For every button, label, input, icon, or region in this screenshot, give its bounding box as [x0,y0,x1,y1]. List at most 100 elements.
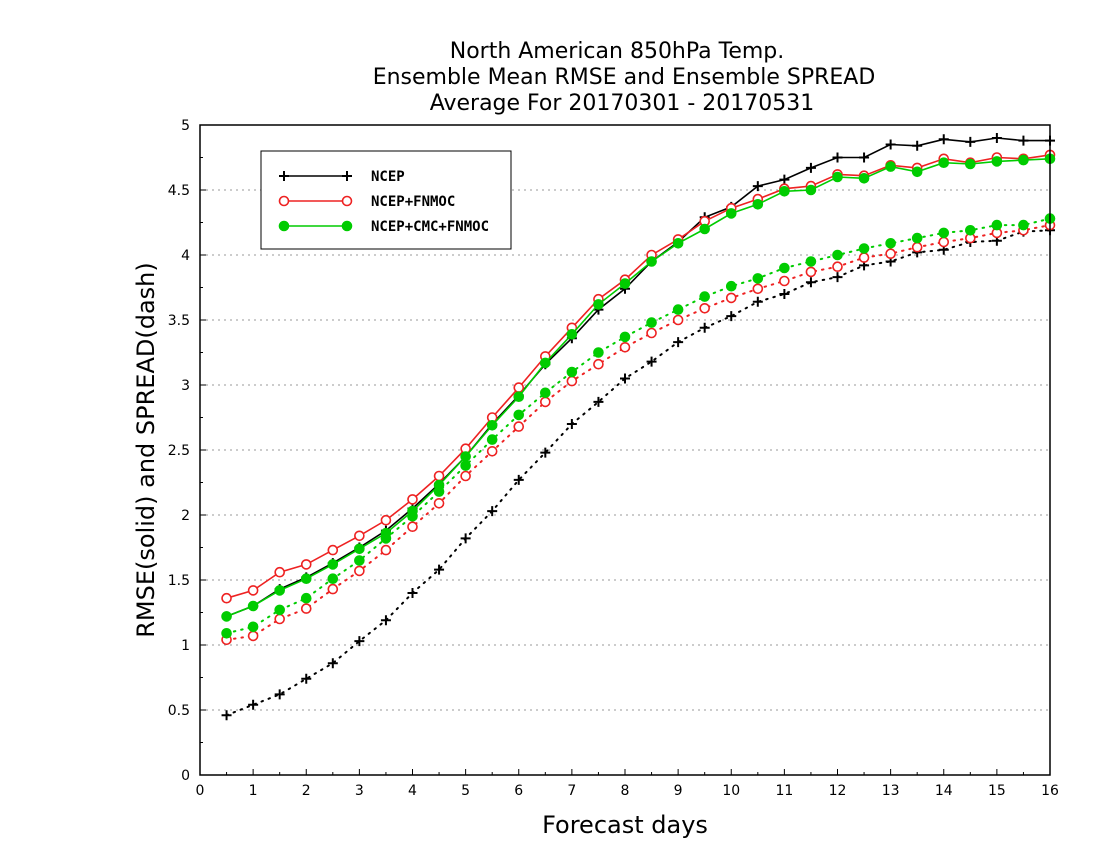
data-point [513,474,524,485]
x-tick-label: 15 [988,783,1006,799]
data-point [434,564,445,575]
x-tick-label: 0 [196,783,205,799]
data-point [726,311,737,322]
legend-marker [278,195,290,207]
data-point [1018,154,1029,166]
data-point [407,505,418,517]
data-point [221,628,232,639]
series-line-ncep-fnmoc-spread [225,224,1051,641]
data-point [725,292,737,304]
data-point [274,566,285,578]
data-point [274,604,285,616]
data-point [513,382,525,393]
legend-item: NCEP+CMC+FNMOC [278,219,489,235]
data-point [380,527,392,539]
data-point [407,588,418,598]
data-point [832,171,843,183]
data-point [1018,219,1029,231]
data-point [380,514,392,526]
data-point [938,157,950,168]
data-point [965,158,976,170]
data-point [486,445,498,457]
y-tick-label: 0 [181,768,190,784]
x-tick-label: 7 [567,783,576,799]
data-point [620,373,630,384]
data-point [779,174,790,185]
data-point [487,506,498,517]
data-point [991,219,1003,231]
data-point [858,173,870,184]
y-tick-label: 2 [181,508,190,524]
series-ncep-cmc-fnmoc-spread [221,213,1056,639]
y-tick-label: 3.5 [168,313,190,329]
legend-marker [341,195,353,207]
y-tick-label: 5 [181,118,190,134]
y-tick-label: 0.5 [168,703,190,719]
data-point [805,256,817,267]
y-axis-title: RMSE(solid) and SPREAD(dash) [132,262,160,638]
data-point [991,156,1003,167]
x-tick-label: 10 [722,783,740,799]
y-tick-label: 1 [181,638,190,654]
y-axis-ticks: 0 0.5 1 1.5 2 2.5 3 3.5 4 4.5 5 [168,118,206,784]
data-point [593,347,604,358]
data-point [938,236,950,248]
data-point [885,139,896,150]
data-point [646,356,657,367]
data-point [486,434,498,445]
data-point [513,391,525,403]
data-point [885,161,896,172]
data-point [938,134,949,145]
data-point [460,533,471,544]
data-point [433,479,445,491]
data-point [911,166,923,178]
data-point [832,261,843,273]
x-tick-label: 8 [621,783,630,799]
x-axis-title: Forecast days [542,811,708,839]
data-point [805,277,816,288]
x-tick-label: 14 [935,783,953,799]
y-tick-label: 4.5 [168,183,190,199]
legend-label: NCEP+FNMOC [371,194,455,210]
data-point [672,238,684,249]
data-point [327,583,339,595]
data-point [300,559,312,570]
data-point [752,181,763,192]
data-point [619,331,631,343]
chart-title-line-3: Average For 20170301 - 20170531 [430,91,815,116]
data-point [673,337,684,348]
data-point [619,278,631,289]
data-point [805,162,816,173]
data-point [699,291,710,302]
data-point [912,140,923,151]
data-point [566,375,578,387]
data-point [248,699,259,710]
data-point [832,272,843,283]
legend-marker [279,171,289,181]
data-point [646,256,657,267]
data-point [859,152,870,163]
data-point [221,710,232,721]
series-ncep-cmc-fnmoc-rmse [221,153,1056,622]
x-tick-label: 1 [249,783,258,799]
x-tick-label: 4 [408,783,417,799]
data-point [805,184,817,196]
data-point [327,573,339,585]
data-point [433,470,445,482]
data-point [247,585,259,596]
data-point [672,304,684,315]
y-tick-label: 3 [181,378,190,394]
x-tick-label: 11 [775,783,793,799]
data-point [354,543,365,555]
legend-marker [342,171,352,181]
legend: NCEP NCEP+FNMOC NCEP+CMC+FNMOC [260,150,512,250]
series-ncep-spread [221,225,1055,721]
x-tick-label: 16 [1041,783,1059,799]
data-point [513,421,525,432]
legend-box [260,150,512,250]
data-point [407,494,418,505]
data-point [646,327,657,339]
x-tick-label: 9 [674,783,683,799]
data-point [779,275,790,287]
chart-title-line-1: North American 850hPa Temp. [450,39,785,64]
